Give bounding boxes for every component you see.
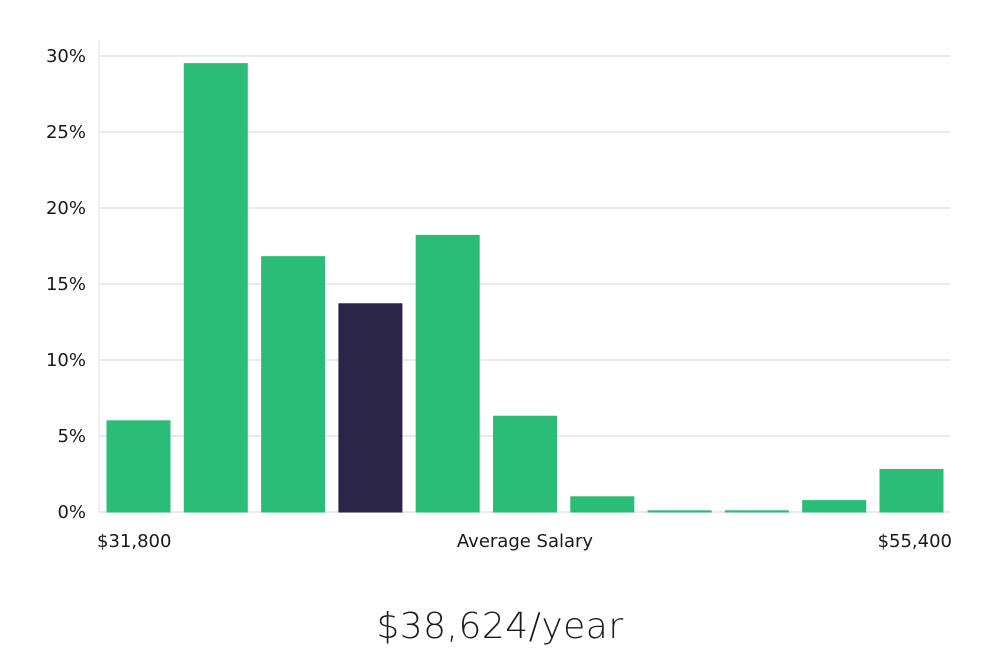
y-tick-label: 5%	[57, 426, 86, 447]
y-tick-label: 20%	[46, 198, 86, 219]
bar	[183, 63, 248, 513]
y-tick-label: 0%	[57, 502, 86, 523]
bar	[879, 468, 944, 513]
bar	[415, 234, 480, 513]
bar-highlighted	[338, 303, 403, 513]
average-salary-value: $38,624/year	[376, 606, 624, 647]
x-max-label: $55,400	[878, 531, 952, 552]
bar	[724, 510, 789, 513]
bar	[106, 420, 171, 513]
y-axis: 0% 5% 10% 15% 20% 25% 30%	[46, 46, 86, 523]
y-tick-label: 10%	[46, 350, 86, 371]
bars	[106, 63, 944, 513]
bar	[493, 415, 557, 513]
salary-histogram: 0% 5% 10% 15% 20% 25% 30% $31,800 Average Sala…	[46, 40, 952, 552]
bar	[802, 500, 867, 513]
y-tick-label: 15%	[46, 274, 86, 295]
bar	[647, 510, 712, 513]
bar	[261, 256, 326, 513]
y-tick-label: 25%	[46, 122, 86, 143]
bar	[570, 496, 635, 513]
x-min-label: $31,800	[97, 531, 171, 552]
y-tick-label: 30%	[46, 46, 86, 67]
x-axis-label: Average Salary	[457, 531, 594, 552]
